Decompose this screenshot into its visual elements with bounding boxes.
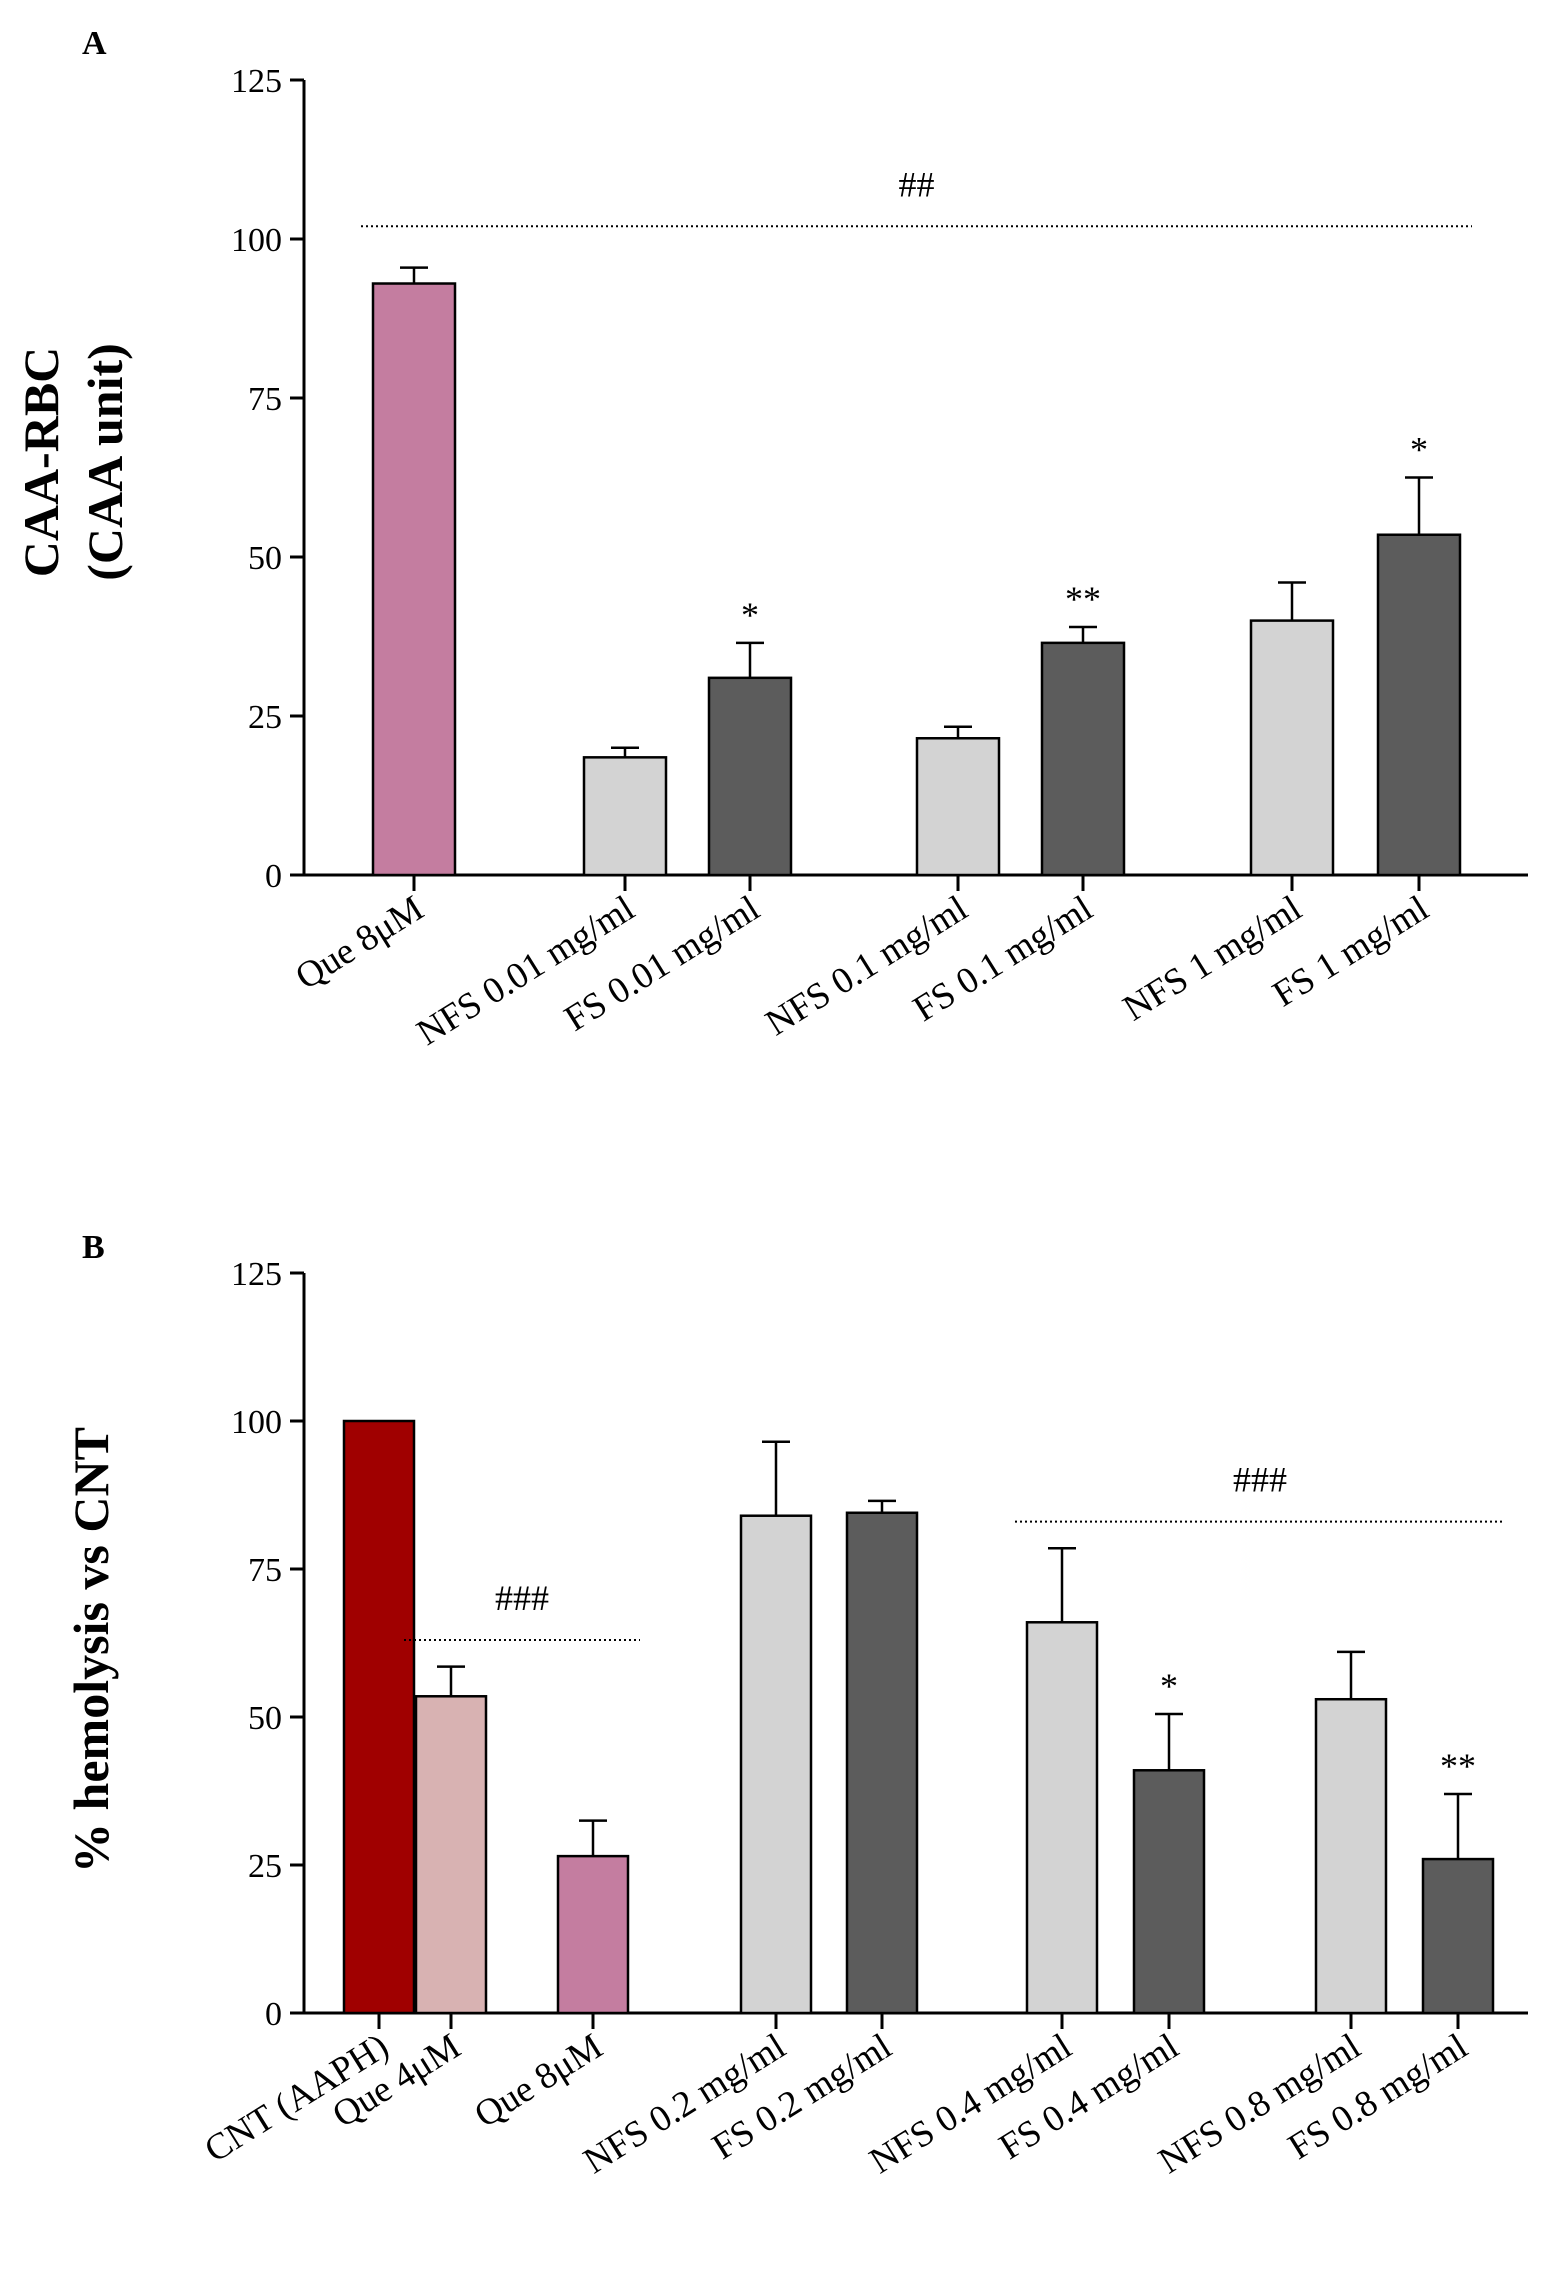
chart-panel-a: A CAA-RBC (CAA unit) 0 25 50 75 100 125 Que 8μ… (13, 25, 1528, 1054)
panel-b-y-tick-label: 75 (248, 1552, 282, 1589)
panel-b-y-tick-label: 25 (248, 1848, 282, 1885)
panel-b-y-tick-label: 125 (231, 1256, 282, 1293)
panel-a-bar (707, 676, 793, 877)
panel-b-bar (556, 1854, 630, 2015)
panel-b-bracket-label: ### (1233, 1460, 1287, 1500)
panel-a-y-tick-label: 0 (265, 858, 282, 895)
panel-b-bar (1421, 1857, 1495, 2015)
panel-a-bar (1376, 533, 1462, 877)
panel-a-y-tick-label: 125 (231, 63, 282, 100)
panel-a-y-axis-label-line-1: CAA-RBC (13, 347, 69, 578)
panel-a-significance-marker: * (1410, 430, 1428, 470)
panel-b-bar (845, 1511, 919, 2015)
panel-b-significance-marker: ** (1440, 1746, 1476, 1786)
panel-a-bar (1249, 619, 1335, 877)
panel-b-y-axis-label: % hemolysis vs CNT (63, 1427, 119, 1873)
panel-a-y-tick-label: 50 (248, 540, 282, 577)
panel-a-bar (371, 282, 457, 877)
panel-a-significance-marker: * (741, 595, 759, 635)
panel-b-significance-marker: * (1160, 1666, 1178, 1706)
panel-b-bar (342, 1419, 416, 2015)
panel-b-y-tick-label: 100 (231, 1404, 282, 1441)
panel-a-bracket-label: ## (899, 164, 935, 204)
panel-b-letter: B (82, 1229, 105, 1266)
panel-b-bar (1132, 1769, 1206, 2015)
panel-a-category-label: NFS 0.01 mg/ml (410, 888, 642, 1054)
panel-a-significance-marker: ** (1065, 579, 1101, 619)
panel-b-bar (739, 1514, 813, 2015)
panel-a-category-label: Que 8μM (289, 888, 431, 998)
panel-a-y-tick-label: 25 (248, 699, 282, 736)
panel-a-y-tick-label: 100 (231, 222, 282, 259)
panel-a-bar (1040, 641, 1126, 877)
panel-b-bracket-label: ### (495, 1578, 549, 1618)
panel-a-letter: A (82, 25, 107, 62)
panel-b-bar (1314, 1697, 1388, 2015)
panel-b-category-label: Que 8μM (468, 2026, 610, 2136)
panel-a-category-label: NFS 1 mg/ml (1116, 888, 1309, 1030)
panel-b-y-tick-label: 0 (265, 1996, 282, 2033)
panel-b-bar (1025, 1621, 1099, 2015)
panel-a-y-axis-label-line-2: (CAA unit) (77, 343, 133, 581)
panel-a-bar (582, 756, 668, 877)
panel-a-bar (915, 737, 1001, 877)
panel-b-bar (414, 1695, 488, 2015)
panel-b-y-tick-label: 50 (248, 1700, 282, 1737)
panel-a-y-tick-label: 75 (248, 381, 282, 418)
